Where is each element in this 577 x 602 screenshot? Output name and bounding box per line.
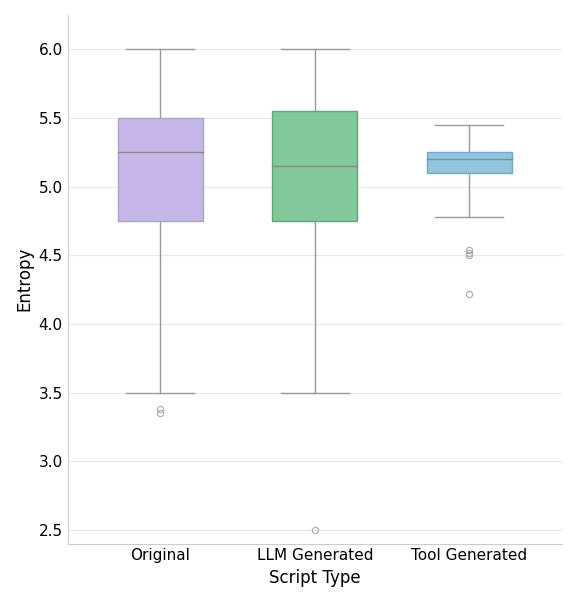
Y-axis label: Entropy: Entropy — [15, 247, 33, 311]
X-axis label: Script Type: Script Type — [269, 569, 361, 587]
Bar — [118, 118, 203, 221]
Bar — [427, 152, 512, 173]
Bar — [272, 111, 357, 221]
